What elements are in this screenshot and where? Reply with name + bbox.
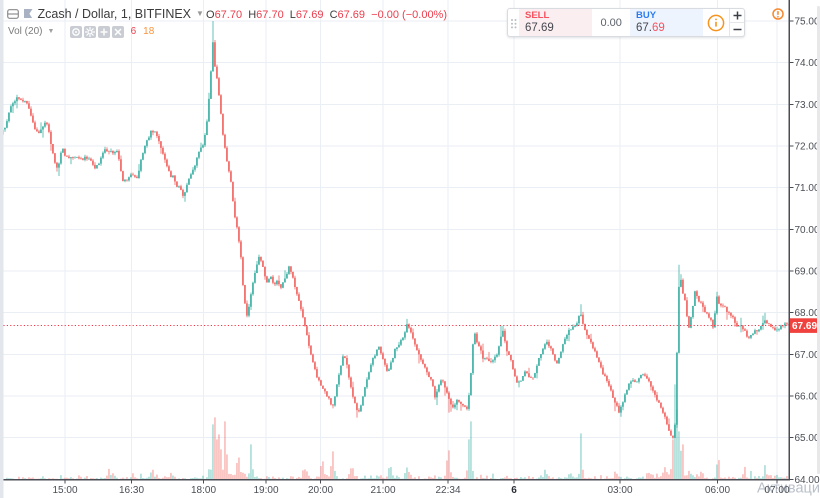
svg-text:67.69: 67.69 bbox=[792, 321, 817, 332]
svg-text:75.00: 75.00 bbox=[795, 17, 820, 28]
svg-text:72.00: 72.00 bbox=[795, 142, 820, 153]
svg-text:74.00: 74.00 bbox=[795, 58, 820, 69]
svg-text:66.00: 66.00 bbox=[795, 391, 820, 402]
svg-text:03:00: 03:00 bbox=[607, 485, 632, 496]
svg-text:6: 6 bbox=[511, 485, 517, 496]
svg-text:69.00: 69.00 bbox=[795, 267, 820, 278]
svg-text:15:00: 15:00 bbox=[52, 485, 77, 496]
svg-text:65.00: 65.00 bbox=[795, 433, 820, 444]
svg-text:06:00: 06:00 bbox=[705, 485, 730, 496]
svg-text:73.00: 73.00 bbox=[795, 100, 820, 111]
svg-text:18:00: 18:00 bbox=[191, 485, 216, 496]
svg-text:22:34: 22:34 bbox=[435, 485, 460, 496]
svg-text:19:00: 19:00 bbox=[253, 485, 278, 496]
svg-text:Активация: Активация bbox=[757, 481, 820, 497]
svg-text:07:00: 07:00 bbox=[764, 485, 789, 496]
svg-text:70.00: 70.00 bbox=[795, 225, 820, 236]
svg-text:67.00: 67.00 bbox=[795, 350, 820, 361]
svg-text:16:30: 16:30 bbox=[119, 485, 144, 496]
svg-text:64.00: 64.00 bbox=[795, 475, 820, 486]
svg-text:20:00: 20:00 bbox=[308, 485, 333, 496]
svg-text:71.00: 71.00 bbox=[795, 183, 820, 194]
svg-text:21:00: 21:00 bbox=[370, 485, 395, 496]
svg-text:68.00: 68.00 bbox=[795, 308, 820, 319]
